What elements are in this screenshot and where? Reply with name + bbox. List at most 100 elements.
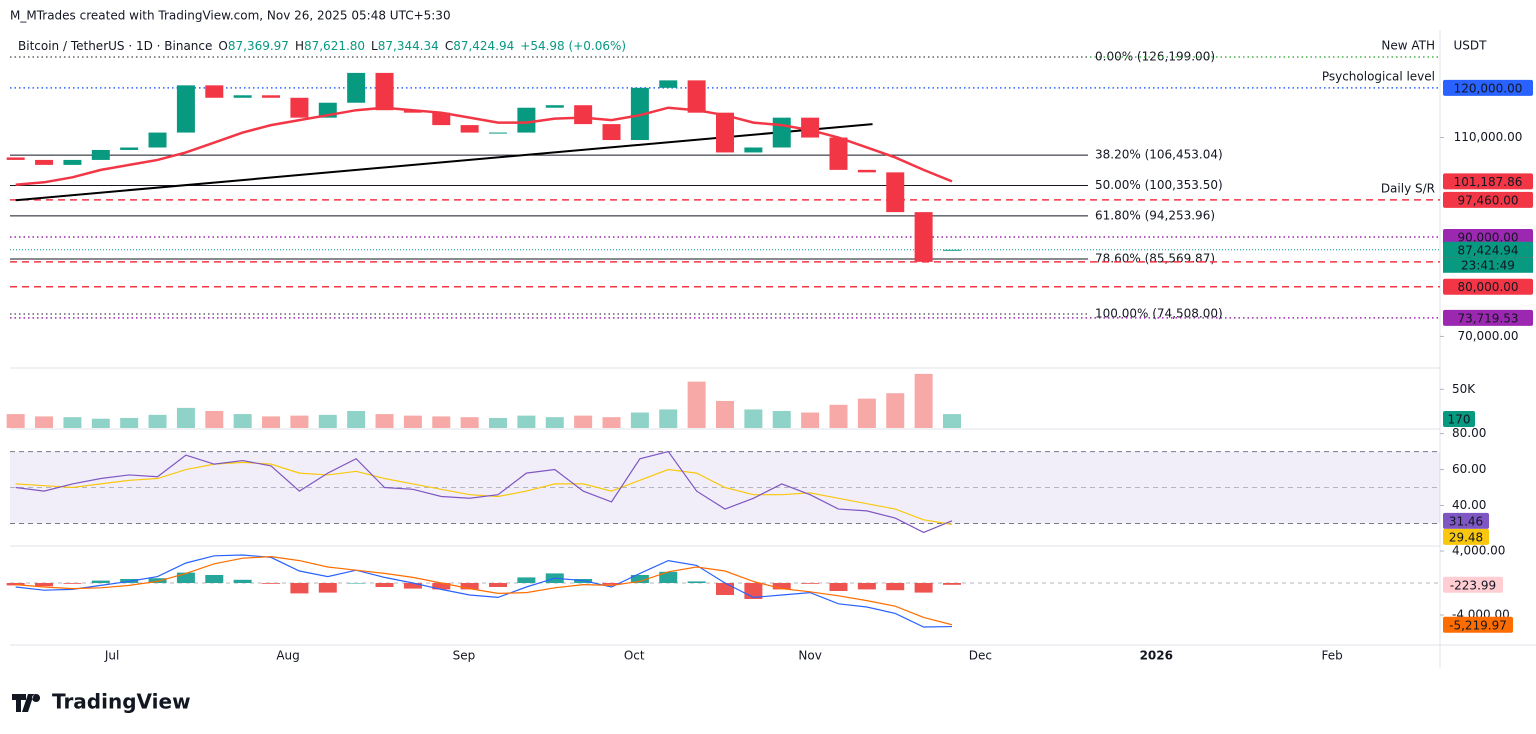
- volume-bar: [630, 412, 649, 428]
- volume-bar: [772, 410, 791, 428]
- indicator-tag-label: -223.99: [1450, 578, 1496, 592]
- price-tag: [1443, 173, 1533, 190]
- histogram-bar: [659, 571, 678, 583]
- currency[interactable]: USDT: [1454, 39, 1488, 53]
- candle: [659, 80, 678, 88]
- macd-line: [15, 554, 952, 628]
- histogram-bar: [829, 583, 848, 591]
- volume-bar: [574, 415, 593, 428]
- y-tick-label: 60.00: [1452, 462, 1486, 476]
- y-tick-label: 80.00: [1452, 426, 1486, 440]
- candle: [347, 72, 366, 103]
- histogram-bar: [148, 578, 167, 583]
- histogram-bar: [91, 580, 110, 583]
- histogram-bar: [176, 572, 195, 583]
- macd-signal: [15, 555, 953, 626]
- level-note: Psychological level: [1322, 69, 1435, 83]
- fib-label: 78.60% (85,569.87): [1095, 252, 1215, 266]
- moving-average: [15, 106, 953, 187]
- volume-bar: [148, 414, 167, 428]
- x-tick-label: Dec: [969, 649, 992, 663]
- indicator-tag: [1443, 512, 1489, 529]
- candle: [176, 85, 195, 133]
- candle: [801, 117, 820, 138]
- candle: [602, 124, 621, 141]
- candle: [857, 169, 876, 173]
- volume-bar: [375, 414, 394, 428]
- volume-bar: [432, 416, 451, 428]
- candle: [744, 147, 763, 153]
- histogram-bar: [630, 575, 649, 583]
- level-note: New ATH: [1381, 39, 1435, 53]
- volume-bar: [120, 417, 139, 428]
- fib-label: 38.20% (106,453.04): [1095, 148, 1223, 162]
- histogram-bar: [772, 583, 791, 590]
- volume-bar: [318, 414, 337, 428]
- ohlc-value: 87,344.34: [378, 39, 439, 53]
- ohlc-value: 87,424.94: [453, 39, 514, 53]
- y-tick-label: 110,000.00: [1454, 130, 1523, 144]
- indicator-tag-label: 29.48: [1449, 530, 1483, 544]
- volume-bar: [290, 415, 309, 428]
- volume-bar: [829, 404, 848, 428]
- histogram-bar: [886, 583, 905, 591]
- volume-bar: [914, 373, 933, 428]
- fib-label: 50.00% (100,353.50): [1095, 178, 1223, 192]
- price-tag-label: 101,187.86: [1454, 175, 1523, 189]
- histogram-bar: [205, 575, 224, 583]
- ohlc-value: 87,369.97: [228, 39, 289, 53]
- candle: [942, 249, 961, 251]
- logo-icon: [12, 694, 41, 712]
- histogram-bar: [716, 583, 734, 595]
- price-tag: [1443, 79, 1533, 96]
- x-tick-label: Nov: [798, 649, 821, 663]
- histogram-bar: [857, 583, 876, 590]
- volume-bar: [6, 414, 25, 428]
- logo-text: TradingView: [52, 690, 191, 714]
- candle: [545, 105, 564, 108]
- volume-bar: [35, 416, 54, 428]
- histogram-bar: [914, 583, 933, 593]
- volume-tag-label: 170: [1448, 413, 1471, 427]
- histogram-bar: [233, 579, 252, 583]
- y-tick-label: 4,000.00: [1452, 544, 1505, 558]
- logo[interactable]: TradingView: [12, 690, 191, 714]
- ohlc-key: C: [445, 39, 453, 53]
- histogram-bar: [801, 583, 820, 584]
- candle: [91, 149, 110, 160]
- histogram-bar: [35, 583, 54, 587]
- histogram-bar: [63, 583, 82, 584]
- candle: [772, 117, 791, 148]
- volume-bar: [262, 416, 281, 428]
- candle: [716, 112, 734, 153]
- candle: [6, 157, 25, 160]
- histogram-bar: [942, 583, 961, 585]
- volume-bar: [176, 407, 195, 428]
- candle: [63, 159, 82, 165]
- price-tag: [1443, 309, 1533, 326]
- indicator-tag: [1443, 616, 1513, 633]
- candle: [886, 172, 905, 213]
- volume-bar: [205, 410, 224, 428]
- ohlc-key: L: [371, 39, 378, 53]
- histogram-bar: [375, 583, 394, 587]
- volume-bar: [347, 410, 366, 428]
- candle: [432, 112, 451, 126]
- candle: [574, 105, 593, 125]
- candle: [290, 97, 309, 118]
- histogram-bar: [318, 583, 337, 593]
- symbol-line: Bitcoin / TetherUS · 1D · Binance O87,369…: [18, 39, 626, 53]
- countdown-box: [1443, 257, 1533, 273]
- y-tick-label: 40.00: [1452, 498, 1486, 512]
- symbol: Bitcoin / TetherUS · 1D · Binance: [18, 39, 212, 53]
- x-tick-label: Sep: [453, 649, 476, 663]
- candle: [375, 72, 394, 111]
- attribution: M_MTrades created with TradingView.com, …: [10, 9, 451, 23]
- indicator-tag-label: 31.46: [1449, 514, 1483, 528]
- histogram-bar: [347, 583, 366, 584]
- volume-bar: [801, 412, 820, 428]
- volume-bar: [63, 417, 82, 428]
- ohlc-value: 87,621.80: [304, 39, 365, 53]
